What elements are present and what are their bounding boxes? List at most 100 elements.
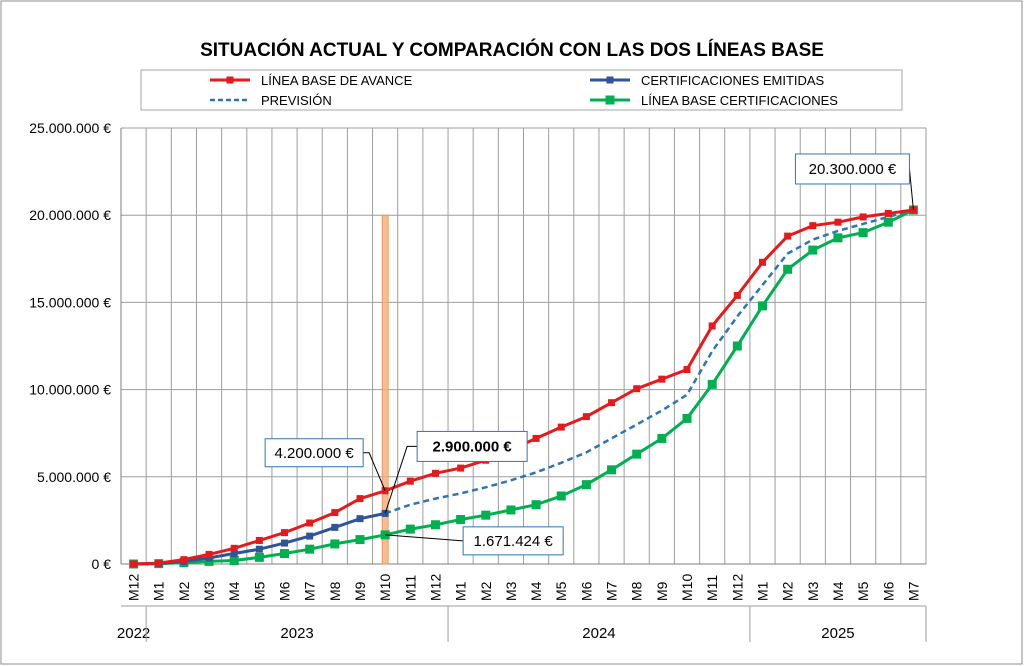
data-point bbox=[834, 218, 842, 226]
data-point bbox=[330, 539, 340, 549]
data-point bbox=[733, 291, 741, 299]
data-callout: 1.671.424 € bbox=[385, 526, 564, 556]
data-point bbox=[456, 515, 466, 525]
data-point bbox=[431, 469, 439, 477]
data-point bbox=[884, 209, 892, 217]
data-point bbox=[281, 539, 289, 547]
x-tick-label: M11 bbox=[402, 575, 418, 601]
data-point bbox=[883, 217, 893, 227]
x-tick-label: M7 bbox=[604, 581, 620, 601]
callout-label: 2.900.000 € bbox=[433, 438, 513, 455]
x-tick-label: M1 bbox=[151, 581, 167, 601]
year-label: 2022 bbox=[117, 625, 150, 642]
legend-item: LÍNEA BASE CERTIFICACIONES bbox=[590, 93, 838, 108]
y-tick-label: 10.000.000 € bbox=[29, 382, 111, 398]
x-tick-label: M12 bbox=[729, 574, 745, 601]
data-callout: 4.200.000 € bbox=[264, 438, 386, 491]
x-tick-label: M2 bbox=[780, 581, 796, 601]
data-point bbox=[858, 228, 868, 238]
data-point bbox=[833, 233, 843, 243]
x-tick-label: M9 bbox=[654, 581, 670, 601]
y-tick-label: 25.000.000 € bbox=[29, 120, 111, 136]
series-previsi-n bbox=[384, 208, 914, 515]
x-tick-labels: M12 M1 M2 M3 M4 M5 M6 M7 M8 M9 M10 M11 M12 M1 M2 M3 M4 M5… bbox=[126, 574, 922, 601]
data-point bbox=[809, 222, 817, 230]
data-point bbox=[657, 433, 667, 443]
data-point bbox=[607, 465, 617, 475]
data-point bbox=[682, 413, 692, 423]
data-point bbox=[255, 545, 263, 553]
y-tick-labels: 0 € 5.000.000 € 10.000.000 € 15.000.000 € 20… bbox=[29, 120, 111, 572]
x-tick-label: M12 bbox=[126, 574, 142, 601]
data-point bbox=[757, 301, 767, 311]
x-tick-label: M5 bbox=[553, 581, 569, 601]
data-point bbox=[707, 379, 717, 389]
data-point bbox=[355, 535, 365, 545]
data-point bbox=[430, 520, 440, 530]
callout-leader bbox=[385, 534, 464, 542]
data-point bbox=[306, 532, 314, 540]
x-tick-label: M10 bbox=[377, 574, 393, 601]
x-tick-label: M7 bbox=[302, 581, 318, 601]
data-point bbox=[356, 515, 364, 523]
data-point bbox=[331, 523, 339, 531]
x-tick-label: M6 bbox=[880, 581, 896, 601]
y-tick-label: 0 € bbox=[92, 556, 112, 572]
data-point bbox=[531, 500, 541, 510]
data-point bbox=[658, 375, 666, 383]
data-point bbox=[155, 559, 163, 567]
data-point bbox=[808, 245, 818, 255]
x-tick-label: M4 bbox=[830, 581, 846, 601]
x-tick-label: M8 bbox=[629, 581, 645, 601]
chart-title: SITUACIÓN ACTUAL Y COMPARACIÓN CON LAS D… bbox=[200, 39, 824, 61]
data-point bbox=[306, 519, 314, 527]
callout-label: 20.300.000 € bbox=[809, 161, 897, 178]
data-point bbox=[581, 480, 591, 490]
callout-box bbox=[794, 153, 910, 185]
data-point bbox=[608, 399, 616, 407]
data-point bbox=[230, 544, 238, 552]
legend-swatch-marker bbox=[606, 76, 614, 84]
series-line bbox=[384, 208, 914, 515]
callout-label: 4.200.000 € bbox=[275, 445, 355, 462]
data-point bbox=[130, 560, 138, 568]
legend-label: LÍNEA BASE DE AVANCE bbox=[261, 73, 413, 88]
x-tick-label: M6 bbox=[277, 581, 293, 601]
y-tick-label: 15.000.000 € bbox=[29, 294, 111, 310]
x-tick-label: M4 bbox=[528, 581, 544, 601]
legend-item: PREVISIÓN bbox=[210, 93, 332, 108]
data-point bbox=[556, 491, 566, 501]
data-point bbox=[783, 264, 793, 274]
x-tick-label: M2 bbox=[176, 581, 192, 601]
data-point bbox=[708, 322, 716, 330]
y-tick-label: 5.000.000 € bbox=[37, 469, 111, 485]
callout-leader bbox=[908, 168, 914, 211]
data-point bbox=[859, 213, 867, 221]
data-point bbox=[683, 366, 691, 374]
data-point bbox=[331, 509, 339, 517]
callout-box bbox=[462, 526, 564, 556]
data-callout: 20.300.000 € bbox=[794, 153, 914, 211]
legend-box bbox=[140, 69, 903, 111]
x-tick-label: M10 bbox=[679, 574, 695, 601]
callout-box bbox=[264, 438, 364, 468]
data-point bbox=[632, 449, 642, 459]
data-point bbox=[255, 536, 263, 544]
x-tick-label: M11 bbox=[704, 575, 720, 601]
y-tick-label: 20.000.000 € bbox=[29, 207, 111, 223]
data-point bbox=[406, 477, 414, 485]
data-point bbox=[582, 413, 590, 421]
year-axis: 2022 2023 2024 2025 bbox=[117, 605, 927, 642]
x-tick-label: M3 bbox=[503, 581, 519, 601]
data-point bbox=[557, 423, 565, 431]
x-tick-label: M2 bbox=[478, 581, 494, 601]
data-point bbox=[281, 529, 289, 537]
callout-box bbox=[416, 430, 528, 462]
current-month-marker bbox=[381, 214, 389, 565]
legend-swatch-marker bbox=[226, 76, 234, 84]
x-tick-label: M4 bbox=[226, 581, 242, 601]
callout-leader bbox=[384, 445, 418, 514]
data-point bbox=[758, 258, 766, 266]
legend-swatch-marker bbox=[605, 95, 615, 105]
